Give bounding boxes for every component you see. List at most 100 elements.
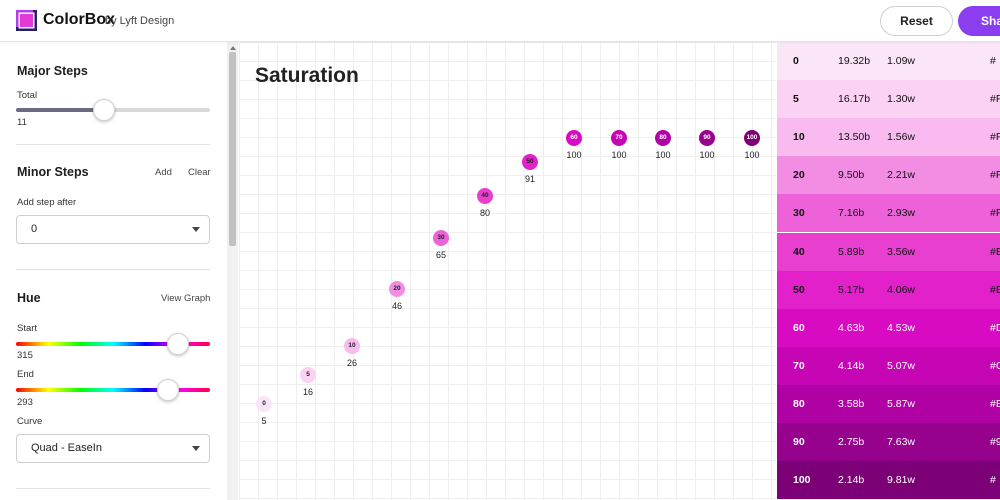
colorbox-logo-icon bbox=[16, 10, 37, 31]
step-label: 5 bbox=[793, 93, 799, 106]
add-step-after-select[interactable]: 0 bbox=[16, 215, 210, 244]
graph-point-value: 100 bbox=[699, 150, 715, 160]
step-label: 70 bbox=[793, 359, 805, 372]
contrast-white: 1.56w bbox=[887, 131, 916, 144]
graph-point-handle[interactable]: 20 bbox=[389, 281, 405, 297]
color-step-row[interactable]: 10 13.50b 1.56w #F bbox=[777, 118, 1000, 157]
hue-start-value: 315 bbox=[17, 350, 33, 361]
graph-point-value: 100 bbox=[744, 150, 760, 160]
hue-curve-value: Quad - EaseIn bbox=[31, 442, 102, 454]
color-step-row[interactable]: 0 19.32b 1.09w # bbox=[777, 42, 1000, 81]
scroll-up-icon[interactable] bbox=[230, 46, 236, 50]
graph-point-value: 26 bbox=[346, 358, 357, 368]
graph-point-handle[interactable]: 60 bbox=[566, 130, 582, 146]
step-label: 0 bbox=[793, 55, 799, 67]
color-step-row[interactable]: 100 2.14b 9.81w # bbox=[777, 461, 1000, 500]
color-step-row[interactable]: 70 4.14b 5.07w #C bbox=[777, 346, 1000, 385]
color-step-row[interactable]: 80 3.58b 5.87w #B bbox=[777, 384, 1000, 423]
step-label: 20 bbox=[793, 169, 805, 182]
step-label: 30 bbox=[793, 207, 805, 220]
graph-point-handle[interactable]: 50 bbox=[522, 154, 538, 170]
total-steps-slider-thumb[interactable] bbox=[93, 99, 115, 121]
color-step-row[interactable]: 5 16.17b 1.30w #F bbox=[777, 80, 1000, 119]
sidebar-scrollbar-thumb[interactable] bbox=[229, 52, 236, 246]
graph-title: Saturation bbox=[255, 64, 359, 87]
curve-label: Curve bbox=[17, 416, 43, 427]
share-button[interactable]: Sha bbox=[958, 6, 1000, 36]
step-label: 90 bbox=[793, 436, 805, 448]
contrast-black: 5.17b bbox=[838, 283, 865, 296]
hue-end-slider-thumb[interactable] bbox=[157, 379, 179, 401]
contrast-black: 4.63b bbox=[838, 321, 865, 334]
graph-point-value: 91 bbox=[524, 174, 535, 184]
graph-point-handle[interactable]: 5 bbox=[300, 367, 316, 383]
hue-end-value: 293 bbox=[17, 397, 33, 408]
chevron-down-icon bbox=[192, 446, 200, 451]
step-label: 50 bbox=[793, 283, 805, 296]
step-label: 40 bbox=[793, 245, 805, 258]
graph-point-value: 80 bbox=[479, 208, 490, 218]
graph-point-handle[interactable]: 30 bbox=[433, 230, 449, 246]
contrast-black: 9.50b bbox=[838, 169, 865, 182]
contrast-black: 13.50b bbox=[838, 131, 871, 144]
color-step-row[interactable]: 40 5.89b 3.56w #E bbox=[777, 232, 1000, 271]
color-step-row[interactable]: 50 5.17b 4.06w #E bbox=[777, 270, 1000, 309]
contrast-black: 2.14b bbox=[838, 474, 865, 487]
sidebar-scrollbar[interactable] bbox=[227, 42, 238, 500]
total-label: Total bbox=[17, 90, 38, 101]
graph-point-handle[interactable]: 40 bbox=[477, 188, 493, 204]
contrast-white: 1.09w bbox=[887, 55, 916, 67]
contrast-black: 7.16b bbox=[838, 207, 865, 220]
contrast-black: 4.14b bbox=[838, 359, 865, 372]
hex-value: # bbox=[990, 474, 996, 487]
graph-point-handle[interactable]: 80 bbox=[655, 130, 671, 146]
graph-point-handle[interactable]: 0 bbox=[256, 396, 272, 412]
clear-minor-steps-link[interactable]: Clear bbox=[188, 167, 211, 178]
color-step-row[interactable]: 60 4.63b 4.53w #D bbox=[777, 308, 1000, 347]
hue-end-slider[interactable] bbox=[16, 388, 210, 392]
hex-value: #F bbox=[990, 93, 1000, 106]
graph-point-handle[interactable]: 70 bbox=[611, 130, 627, 146]
hue-title: Hue bbox=[17, 291, 41, 305]
hex-value: #F bbox=[990, 207, 1000, 220]
contrast-white: 2.21w bbox=[887, 169, 916, 182]
contrast-white: 5.87w bbox=[887, 397, 916, 410]
graph-point-value: 100 bbox=[611, 150, 627, 160]
color-step-row[interactable]: 30 7.16b 2.93w #F bbox=[777, 194, 1000, 233]
add-step-after-value: 0 bbox=[31, 223, 38, 235]
reset-button[interactable]: Reset bbox=[880, 6, 953, 36]
saturation-graph: Saturation 0 5 5 16 10 26 20 46 30 65 40 80 50 91 60 10… bbox=[239, 42, 776, 500]
hex-value: #F bbox=[990, 169, 1000, 182]
chevron-down-icon bbox=[192, 227, 200, 232]
graph-point-handle[interactable]: 100 bbox=[744, 130, 760, 146]
contrast-black: 19.32b bbox=[838, 55, 871, 67]
add-step-after-label: Add step after bbox=[17, 197, 77, 208]
hex-value: #E bbox=[990, 245, 1000, 258]
contrast-white: 2.93w bbox=[887, 207, 916, 220]
app-byline: by Lyft Design bbox=[105, 15, 175, 27]
graph-point-handle[interactable]: 10 bbox=[344, 338, 360, 354]
hue-curve-select[interactable]: Quad - EaseIn bbox=[16, 434, 210, 463]
section-divider bbox=[16, 488, 210, 489]
graph-point-value: 16 bbox=[302, 387, 313, 397]
settings-sidebar: Major Steps Total 11 Minor Steps Add Cle… bbox=[0, 42, 238, 500]
contrast-black: 5.89b bbox=[838, 245, 865, 258]
hex-value: #F bbox=[990, 131, 1000, 144]
hue-start-slider[interactable] bbox=[16, 342, 210, 346]
hue-start-slider-thumb[interactable] bbox=[167, 333, 189, 355]
contrast-white: 4.53w bbox=[887, 321, 916, 334]
contrast-black: 16.17b bbox=[838, 93, 871, 106]
app-header: ColorBox by Lyft Design Reset Sha bbox=[0, 0, 1000, 42]
graph-point-value: 46 bbox=[391, 301, 402, 311]
graph-point-value: 5 bbox=[261, 416, 267, 426]
add-minor-step-link[interactable]: Add bbox=[155, 167, 172, 178]
hex-value: #D bbox=[990, 321, 1000, 334]
hex-value: # bbox=[990, 55, 996, 67]
graph-point-handle[interactable]: 90 bbox=[699, 130, 715, 146]
step-label: 100 bbox=[793, 474, 811, 487]
contrast-white: 4.06w bbox=[887, 283, 916, 296]
hex-value: #E bbox=[990, 283, 1000, 296]
color-step-row[interactable]: 20 9.50b 2.21w #F bbox=[777, 156, 1000, 195]
view-graph-link[interactable]: View Graph bbox=[161, 293, 211, 304]
color-step-row[interactable]: 90 2.75b 7.63w #9 bbox=[777, 423, 1000, 462]
